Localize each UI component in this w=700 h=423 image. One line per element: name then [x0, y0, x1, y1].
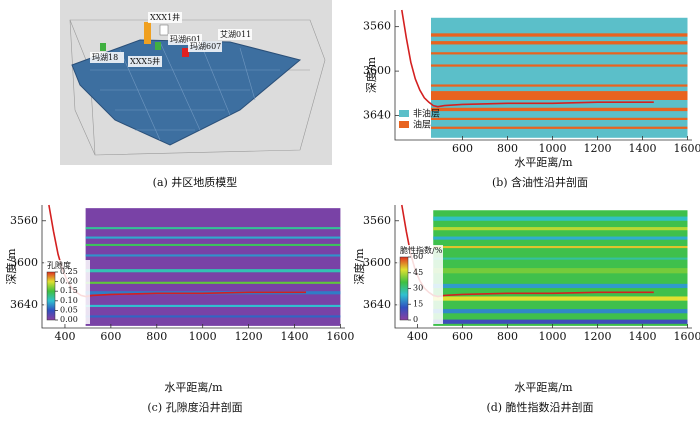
x-tick-label: 1600 [674, 330, 700, 343]
property-band [86, 227, 341, 229]
colorbar-tick-label: 0.15 [60, 286, 78, 295]
colorbar-tick-label: 0.20 [60, 277, 78, 286]
well-label: 玛湖18 [92, 53, 118, 62]
x-tick-label: 800 [497, 142, 518, 155]
layer-band [431, 64, 688, 66]
property-band [86, 254, 341, 256]
x-axis-label: 水平距离/m [164, 380, 223, 394]
property-band [433, 284, 687, 288]
property-band [433, 246, 687, 248]
geology-model [60, 0, 332, 165]
y-tick-label: 3560 [10, 214, 38, 227]
x-tick-label: 1200 [235, 330, 263, 343]
layer-band [431, 118, 688, 120]
well-label: XXX1井 [150, 12, 180, 22]
well-label: 玛湖607 [190, 42, 221, 51]
x-tick-label: 600 [100, 330, 121, 343]
x-tick-label: 1200 [584, 142, 612, 155]
legend-label: 非油层 [413, 108, 440, 120]
y-tick-label: 3600 [363, 256, 391, 269]
layer-band [431, 91, 688, 100]
colorbar-tick-label: 0.00 [60, 315, 78, 324]
property-band [433, 296, 687, 300]
layer-band [431, 127, 688, 129]
caption: (c) 孔隙度沿井剖面 [147, 400, 242, 414]
property-band [86, 315, 341, 317]
x-axis-label: 水平距离/m [514, 155, 573, 169]
property-band [433, 320, 687, 324]
y-axis-label: 深度/m [364, 56, 378, 93]
colorbar-tick-label: 45 [413, 268, 423, 277]
x-tick-label: 1200 [584, 330, 612, 343]
layer-band [431, 84, 688, 86]
property-band [433, 217, 687, 221]
property-band [86, 244, 341, 246]
well-marker [155, 42, 161, 50]
legend-label: 油层 [413, 119, 431, 131]
colorbar [400, 257, 408, 320]
x-axis-label: 水平距离/m [514, 380, 573, 394]
layer-band [431, 33, 688, 36]
legend-swatch [399, 121, 409, 128]
x-tick-label: 1000 [539, 142, 567, 155]
y-tick-label: 3640 [10, 298, 38, 311]
y-tick-label: 3640 [363, 109, 391, 122]
y-tick-label: 3640 [363, 298, 391, 311]
colorbar-tick-label: 0.05 [60, 305, 78, 314]
x-tick-label: 1400 [629, 142, 657, 155]
x-tick-label: 600 [452, 330, 473, 343]
property-band [86, 237, 341, 239]
property-band [86, 282, 341, 284]
x-tick-label: 1000 [189, 330, 217, 343]
y-axis-label: 深度/m [4, 248, 18, 285]
property-band [433, 268, 687, 273]
caption: (b) 含油性沿井剖面 [492, 175, 588, 189]
x-tick-label: 600 [452, 142, 473, 155]
x-tick-label: 400 [54, 330, 75, 343]
colorbar-tick-label: 60 [413, 252, 423, 261]
x-tick-label: 400 [407, 330, 428, 343]
property-band [433, 237, 687, 240]
colorbar-tick-label: 0.10 [60, 296, 78, 305]
layer-band [431, 41, 688, 44]
colorbar-tick-label: 15 [413, 299, 423, 308]
property-band [433, 227, 687, 230]
caption: (d) 脆性指数沿井剖面 [486, 400, 593, 414]
layer-band [431, 108, 688, 111]
colorbar [47, 272, 55, 320]
well-label: 艾湖011 [220, 30, 251, 39]
property-band [433, 258, 687, 260]
y-tick-label: 3560 [363, 20, 391, 33]
section-background [86, 208, 341, 326]
x-tick-label: 800 [497, 330, 518, 343]
x-tick-label: 800 [146, 330, 167, 343]
property-band [86, 269, 341, 272]
colorbar-tick-label: 30 [413, 284, 423, 293]
well-label: XXX5井 [130, 56, 160, 66]
well-marker [100, 43, 106, 51]
x-tick-label: 1400 [281, 330, 309, 343]
property-band [433, 309, 687, 313]
layer-band [431, 52, 688, 54]
colorbar-tick-label: 0 [413, 315, 418, 324]
x-tick-label: 1600 [326, 330, 354, 343]
property-band [86, 305, 341, 307]
x-tick-label: 1400 [629, 330, 657, 343]
legend-swatch [399, 110, 409, 117]
y-axis-label: 深度/m [352, 248, 366, 285]
caption: (a) 井区地质模型 [153, 175, 238, 189]
x-tick-label: 1600 [674, 142, 700, 155]
well-marker [144, 22, 151, 44]
y-tick-label: 3560 [363, 214, 391, 227]
x-tick-label: 1000 [539, 330, 567, 343]
well-marker [160, 25, 168, 35]
well-marker [182, 48, 189, 57]
colorbar-tick-label: 0.25 [60, 267, 78, 276]
